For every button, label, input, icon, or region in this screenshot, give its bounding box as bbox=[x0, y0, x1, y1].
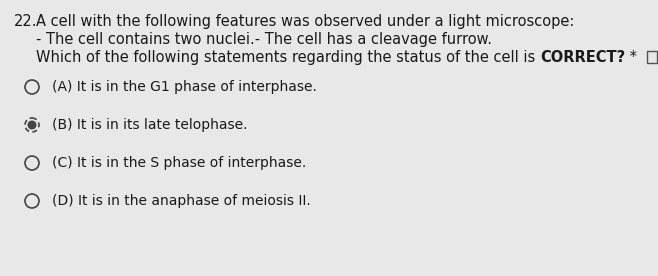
Text: (A) It is in the G1 phase of interphase.: (A) It is in the G1 phase of interphase. bbox=[52, 80, 317, 94]
Text: (B) It is in its late telophase.: (B) It is in its late telophase. bbox=[52, 118, 247, 132]
Text: - The cell contains two nuclei.- The cell has a cleavage furrow.: - The cell contains two nuclei.- The cel… bbox=[36, 32, 492, 47]
Text: A cell with the following features was observed under a light microscope:: A cell with the following features was o… bbox=[36, 14, 574, 29]
Circle shape bbox=[28, 121, 36, 129]
Text: (D) It is in the anaphase of meiosis II.: (D) It is in the anaphase of meiosis II. bbox=[52, 194, 311, 208]
Text: *: * bbox=[625, 50, 637, 65]
Circle shape bbox=[26, 120, 38, 131]
Text: 22.: 22. bbox=[14, 14, 38, 29]
Text: Which of the following statements regarding the status of the cell is: Which of the following statements regard… bbox=[36, 50, 540, 65]
Text: (C) It is in the S phase of interphase.: (C) It is in the S phase of interphase. bbox=[52, 156, 306, 170]
Text: CORRECT?: CORRECT? bbox=[540, 50, 625, 65]
